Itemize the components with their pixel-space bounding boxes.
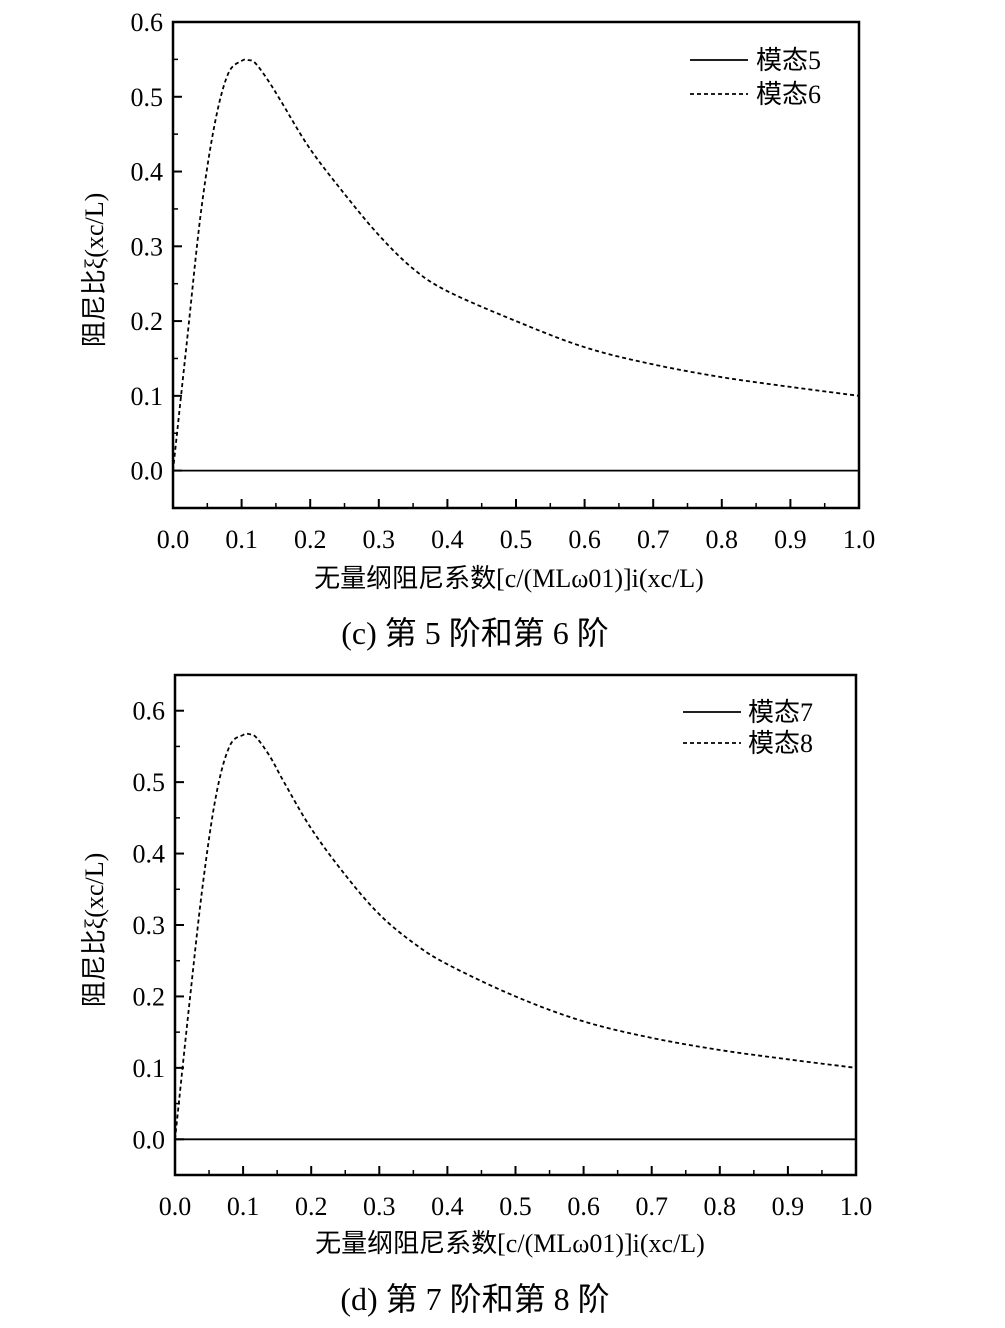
x-axis-title: 无量纲阻尼系数[c/(MLω01)]i(xc/L) (315, 1229, 705, 1258)
x-tick-label: 0.0 (157, 525, 190, 554)
y-tick-label: 0.3 (131, 232, 164, 261)
chart-d: 0.0 0.1 0.2 0.3 0.4 0.5 0.6 0.7 0.8 0.9 1.0 0.0 0.1 0… (80, 673, 873, 1317)
series-lines (172, 58, 860, 472)
x-tick-label: 0.8 (706, 525, 739, 554)
y-tick-label: 0.4 (131, 158, 164, 187)
legend-label: 模态7 (748, 698, 813, 727)
panel-caption: (d) 第 7 阶和第 8 阶 (340, 1281, 609, 1317)
series-line-2 (174, 732, 857, 1140)
x-tick-label: 0.1 (225, 525, 258, 554)
panel-caption: (c) 第 5 阶和第 6 阶 (341, 615, 609, 651)
legend-label: 模态8 (748, 729, 813, 758)
y-axis-title: 阻尼比ξ(xc/L) (80, 853, 109, 1008)
x-tick-label: 0.9 (774, 525, 807, 554)
y-tick-label: 0.5 (133, 768, 166, 797)
ticks: 0.0 0.1 0.2 0.3 0.4 0.5 0.6 0.7 0.8 0.9 1.0 0.0 0.1 0… (131, 8, 876, 554)
y-tick-label: 0.6 (133, 697, 166, 726)
x-tick-label: 0.2 (294, 525, 327, 554)
y-tick-label: 0.6 (131, 8, 164, 37)
y-tick-label: 0.0 (131, 457, 164, 486)
series-lines (174, 732, 857, 1141)
x-tick-label: 0.6 (567, 1192, 600, 1221)
x-tick-label: 0.3 (363, 525, 396, 554)
x-tick-label: 0.7 (637, 525, 670, 554)
x-tick-label: 0.8 (704, 1192, 737, 1221)
y-tick-label: 0.3 (133, 911, 166, 940)
x-tick-label: 0.4 (431, 525, 464, 554)
series-line-2 (172, 58, 860, 471)
y-tick-label: 0.1 (133, 1054, 166, 1083)
y-tick-label: 0.2 (131, 307, 164, 336)
legend-label: 模态6 (756, 80, 821, 109)
legend-label: 模态5 (756, 46, 821, 75)
y-tick-label: 0.2 (133, 982, 166, 1011)
x-tick-label: 0.7 (635, 1192, 668, 1221)
x-tick-label: 0.4 (431, 1192, 464, 1221)
y-axis-title: 阻尼比ξ(xc/L) (80, 193, 109, 348)
x-tick-label: 0.0 (159, 1192, 192, 1221)
x-tick-label: 0.2 (295, 1192, 328, 1221)
x-tick-label: 0.9 (772, 1192, 805, 1221)
chart-c: 0.0 0.1 0.2 0.3 0.4 0.5 0.6 0.7 0.8 0.9 1.0 0.0 0.1 0… (80, 8, 875, 651)
ticks: 0.0 0.1 0.2 0.3 0.4 0.5 0.6 0.7 0.8 0.9 1.0 0.0 0.1 0… (133, 674, 873, 1221)
x-tick-label: 0.3 (363, 1192, 396, 1221)
x-tick-label: 1.0 (843, 525, 876, 554)
x-tick-label: 0.1 (227, 1192, 260, 1221)
x-tick-label: 0.6 (568, 525, 601, 554)
y-tick-label: 0.0 (133, 1125, 166, 1154)
x-tick-label: 1.0 (840, 1192, 873, 1221)
x-tick-label: 0.5 (499, 1192, 532, 1221)
y-tick-label: 0.4 (133, 840, 166, 869)
y-tick-label: 0.1 (131, 382, 164, 411)
y-tick-label: 0.5 (131, 83, 164, 112)
x-axis-title: 无量纲阻尼系数[c/(MLω01)]i(xc/L) (314, 564, 704, 593)
x-tick-label: 0.5 (500, 525, 533, 554)
